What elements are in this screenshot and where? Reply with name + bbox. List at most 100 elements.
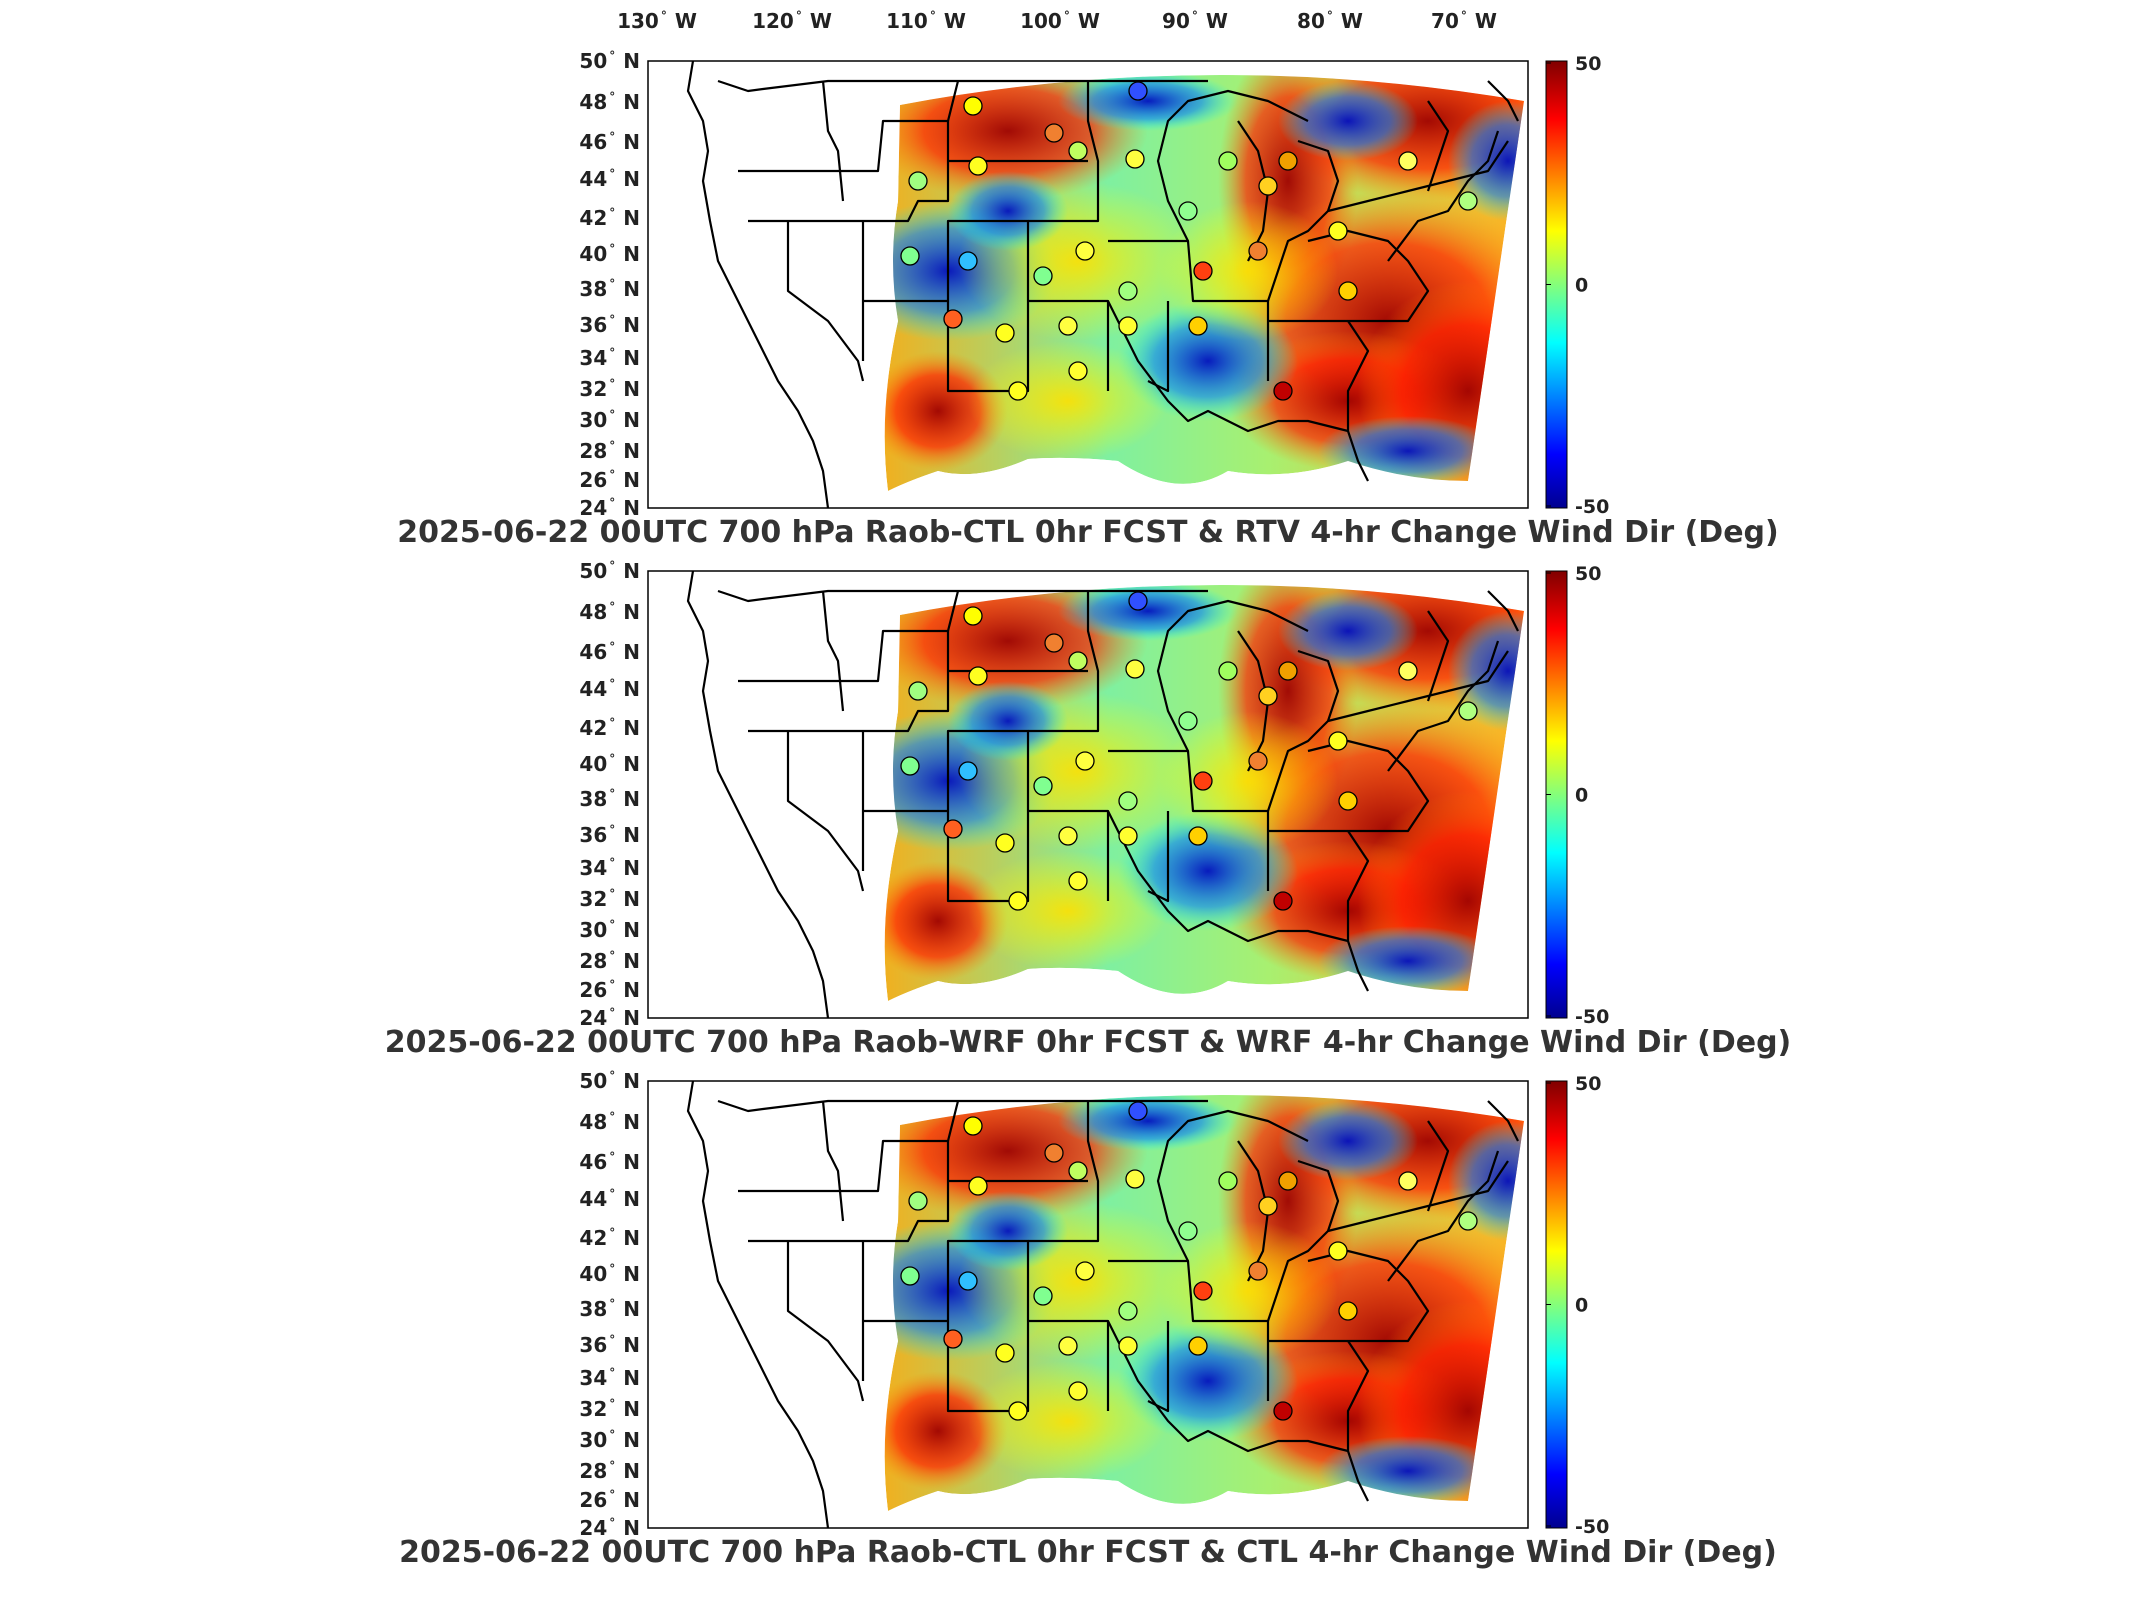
longitude-tick-label: 110 ° W bbox=[886, 9, 966, 33]
boundary-line bbox=[1487, 80, 1519, 122]
raob-station-marker bbox=[1188, 1336, 1208, 1356]
boundary-line bbox=[1327, 650, 1509, 723]
boundary-line bbox=[1107, 810, 1349, 943]
raob-station-marker bbox=[908, 171, 928, 191]
latitude-tick-label: 30 ° N bbox=[579, 408, 640, 432]
latitude-tick-label: 32 ° N bbox=[579, 1397, 640, 1421]
raob-station-marker bbox=[958, 1271, 978, 1291]
raob-station-marker bbox=[1338, 1301, 1358, 1321]
raob-station-marker bbox=[1278, 151, 1298, 171]
map-area bbox=[647, 1080, 1529, 1529]
raob-station-marker bbox=[1068, 1381, 1088, 1401]
latitude-tick-label: 26 ° N bbox=[579, 468, 640, 492]
boundary-line bbox=[1268, 229, 1430, 323]
latitude-tick-label: 48 ° N bbox=[579, 90, 640, 114]
latitude-tick-label: 30 ° N bbox=[579, 1428, 640, 1452]
boundary-line bbox=[1387, 130, 1500, 262]
raob-station-marker bbox=[963, 1116, 983, 1136]
boundary-line bbox=[1107, 1320, 1349, 1453]
raob-station-marker bbox=[1058, 1336, 1078, 1356]
latitude-tick-label: 44 ° N bbox=[579, 677, 640, 701]
raob-station-marker bbox=[1248, 241, 1268, 261]
raob-station-marker bbox=[1044, 123, 1064, 143]
raob-station-marker bbox=[1193, 1281, 1213, 1301]
latitude-tick-label: 50 ° N bbox=[579, 49, 640, 73]
panel-title: 2025-06-22 00UTC 700 hPa Raob-CTL 0hr FC… bbox=[397, 515, 1779, 550]
raob-station-marker bbox=[1178, 711, 1198, 731]
raob-station-marker bbox=[1125, 659, 1145, 679]
map-area bbox=[647, 570, 1529, 1019]
boundary-line bbox=[1156, 599, 1309, 752]
raob-station-marker bbox=[1248, 751, 1268, 771]
raob-station-marker bbox=[1188, 316, 1208, 336]
raob-station-marker bbox=[1075, 751, 1095, 771]
raob-station-marker bbox=[1008, 381, 1028, 401]
longitude-tick-label: 90 ° W bbox=[1162, 9, 1228, 33]
colorbar: 50 0 -50 bbox=[1545, 53, 1609, 518]
colorbar-tick-label: -50 bbox=[1575, 1516, 1609, 1538]
longitude-tick-label: 130 ° W bbox=[617, 9, 697, 33]
boundary-line bbox=[1268, 1249, 1430, 1343]
raob-station-marker bbox=[1118, 281, 1138, 301]
longitude-labels: 130 ° W 120 ° W 110 ° W 100 ° W 90 ° W 80 ° W 70 ° W bbox=[617, 9, 1497, 33]
raob-station-marker bbox=[958, 251, 978, 271]
raob-station-marker bbox=[1058, 316, 1078, 336]
raob-stations bbox=[900, 81, 1478, 401]
raob-station-marker bbox=[1068, 871, 1088, 891]
colorbar-tick-label: 50 bbox=[1575, 53, 1601, 75]
raob-station-marker bbox=[1193, 261, 1213, 281]
boundary-line bbox=[1346, 320, 1370, 482]
raob-station-marker bbox=[1338, 791, 1358, 811]
raob-station-marker bbox=[1328, 1241, 1348, 1261]
boundary-line bbox=[1346, 830, 1370, 992]
longitude-tick-label: 80 ° W bbox=[1297, 9, 1363, 33]
raob-station-marker bbox=[968, 666, 988, 686]
boundary-line bbox=[1156, 1109, 1309, 1262]
raob-station-marker bbox=[963, 96, 983, 116]
raob-station-marker bbox=[1328, 221, 1348, 241]
latitude-tick-label: 34 ° N bbox=[579, 1366, 640, 1390]
raob-station-marker bbox=[1328, 731, 1348, 751]
boundary-line bbox=[686, 61, 830, 508]
raob-station-marker bbox=[1128, 591, 1148, 611]
boundary-line bbox=[1387, 640, 1500, 772]
state-boundaries bbox=[686, 571, 1519, 1018]
latitude-tick-label: 28 ° N bbox=[579, 439, 640, 463]
latitude-tick-label: 32 ° N bbox=[579, 377, 640, 401]
boundary-line bbox=[1487, 590, 1519, 632]
latitude-tick-label: 24 ° N bbox=[579, 1516, 640, 1540]
boundary-line bbox=[863, 219, 1030, 303]
latitude-tick-label: 40 ° N bbox=[579, 752, 640, 776]
latitude-tick-label: 38 ° N bbox=[579, 787, 640, 811]
colorbar-tick-label: 0 bbox=[1575, 785, 1588, 807]
raob-station-marker bbox=[995, 1343, 1015, 1363]
boundary-line bbox=[1028, 81, 1100, 223]
latitude-tick-label: 50 ° N bbox=[579, 559, 640, 583]
boundary-line bbox=[1327, 1160, 1509, 1233]
raob-station-marker bbox=[1008, 1401, 1028, 1421]
raob-station-marker bbox=[1068, 361, 1088, 381]
latitude-tick-label: 38 ° N bbox=[579, 1297, 640, 1321]
raob-station-marker bbox=[1258, 1196, 1278, 1216]
raob-station-marker bbox=[1218, 1171, 1238, 1191]
raob-station-marker bbox=[1008, 891, 1028, 911]
colorbar-tick-label: 50 bbox=[1575, 1073, 1601, 1095]
raob-station-marker bbox=[1338, 281, 1358, 301]
raob-station-marker bbox=[908, 681, 928, 701]
boundary-line bbox=[1327, 140, 1509, 213]
map-panel-p3: 50 ° N 48 ° N 46 ° N 44 ° N 42 ° N 40 ° N 38 ° N 36 ° N 34 ° N 32 ° N… bbox=[399, 1069, 1777, 1570]
longitude-tick-label: 100 ° W bbox=[1020, 9, 1100, 33]
raob-station-marker bbox=[995, 323, 1015, 343]
boundary-line bbox=[1107, 300, 1349, 433]
latitude-tick-label: 36 ° N bbox=[579, 1333, 640, 1357]
boundary-line bbox=[1426, 100, 1450, 192]
raob-station-marker bbox=[900, 1266, 920, 1286]
raob-station-marker bbox=[1044, 1143, 1064, 1163]
map-panel-p1: 50 ° N 48 ° N 46 ° N 44 ° N 42 ° N 40 ° N 38 ° N 36 ° N 34 ° N 32 ° N… bbox=[397, 49, 1779, 550]
boundary-line bbox=[1108, 1259, 1270, 1401]
raob-station-marker bbox=[1398, 661, 1418, 681]
panel-title: 2025-06-22 00UTC 700 hPa Raob-CTL 0hr FC… bbox=[399, 1535, 1777, 1570]
boundary-line bbox=[1156, 89, 1309, 242]
raob-station-marker bbox=[1125, 149, 1145, 169]
